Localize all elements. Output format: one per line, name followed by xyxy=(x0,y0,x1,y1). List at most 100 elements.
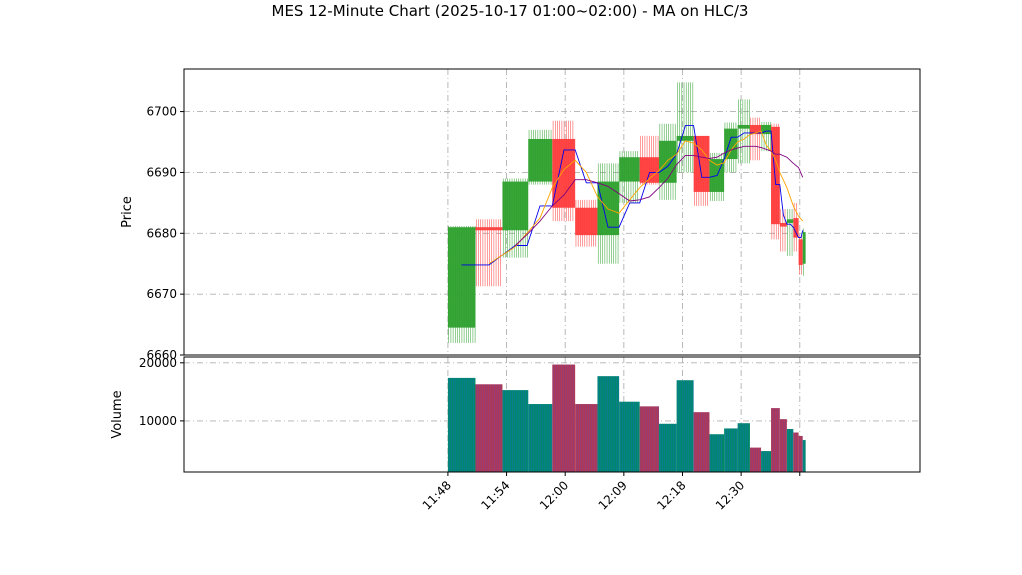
price-tick-label: 6670 xyxy=(146,287,177,301)
volume-bar xyxy=(737,423,750,472)
candle xyxy=(802,228,806,276)
candle-body xyxy=(575,207,598,236)
candle-body xyxy=(475,227,503,231)
candle-body xyxy=(528,138,553,182)
volume-bar xyxy=(619,401,640,472)
candle xyxy=(724,122,738,173)
candle xyxy=(798,234,803,275)
candle xyxy=(597,163,620,264)
x-tick-label: 12:30 xyxy=(713,478,747,512)
volume-bar-fill xyxy=(502,390,529,472)
volume-bar-fill xyxy=(793,432,799,472)
volume-bar xyxy=(709,434,725,472)
volume-bar-fill xyxy=(619,401,640,472)
candle xyxy=(779,208,787,252)
moving-average-layer xyxy=(461,125,804,266)
candle-body xyxy=(693,135,710,192)
candle-body xyxy=(447,227,476,328)
x-tick-label: 12:09 xyxy=(596,478,630,512)
volume-bar xyxy=(575,404,598,472)
candle xyxy=(639,135,660,185)
candles-layer xyxy=(447,82,806,343)
volume-bar xyxy=(502,390,529,472)
candle-body xyxy=(771,126,780,225)
volume-bar xyxy=(639,406,660,472)
volume-bar-fill xyxy=(771,408,780,472)
candle-body xyxy=(786,219,794,223)
candle-body xyxy=(802,232,806,264)
volume-tick-label: 20000 xyxy=(139,356,177,370)
volume-y-ticks: 10000 20000 xyxy=(139,356,184,428)
volume-bar-fill xyxy=(475,384,503,472)
moving-average-line xyxy=(461,125,804,266)
candle-body xyxy=(779,222,787,227)
moving-average-line xyxy=(514,145,804,246)
x-tick-label: 12:00 xyxy=(537,478,571,512)
price-y-ticks: 6660 6670 6680 6690 6700 xyxy=(146,105,184,362)
candle xyxy=(528,129,553,185)
moving-average-line xyxy=(488,130,804,265)
candle xyxy=(693,135,710,206)
candle-body xyxy=(552,138,576,208)
price-panel-frame xyxy=(183,68,921,356)
candle-body xyxy=(793,218,799,238)
volume-bar-fill xyxy=(761,451,772,472)
candle xyxy=(619,151,640,203)
volume-bar xyxy=(597,376,620,472)
candle xyxy=(447,225,476,343)
volume-bar xyxy=(771,408,780,472)
candle-body xyxy=(639,157,660,183)
volume-bar xyxy=(793,432,799,472)
candle xyxy=(659,123,677,200)
price-tick-label: 6690 xyxy=(146,165,177,179)
volume-bar xyxy=(552,364,576,472)
candle-body xyxy=(619,157,640,182)
candle xyxy=(502,178,529,258)
candle xyxy=(575,199,598,247)
candle-body xyxy=(737,124,750,129)
x-tick-label: 11:48 xyxy=(420,478,454,512)
candle xyxy=(761,121,772,152)
volume-bar-fill xyxy=(737,423,750,472)
price-grid xyxy=(184,69,920,356)
volume-bar xyxy=(693,412,710,472)
candle-body xyxy=(798,239,803,265)
candle xyxy=(749,117,762,161)
volume-bar xyxy=(779,419,787,472)
volume-bar xyxy=(786,429,794,472)
candle-body xyxy=(676,135,694,141)
volume-bar-fill xyxy=(659,423,677,472)
volume-bar-fill xyxy=(798,435,803,472)
volume-bar xyxy=(447,377,476,472)
volume-bar xyxy=(475,384,503,472)
candle xyxy=(475,219,503,287)
volume-tick-label: 10000 xyxy=(139,414,177,428)
x-tick-label: 12:18 xyxy=(654,478,688,512)
price-axis-label: Price xyxy=(120,196,135,228)
x-axis-ticks: 11:48 11:54 12:00 12:09 12:18 12:30 xyxy=(420,472,801,513)
price-tick-label: 6660 xyxy=(146,348,177,362)
candle-body xyxy=(761,124,772,135)
candle-body xyxy=(502,181,529,231)
candle xyxy=(552,120,576,222)
volume-bar xyxy=(676,380,694,472)
volume-axis-label: Volume xyxy=(110,390,125,438)
candle-body xyxy=(597,181,620,236)
price-tick-label: 6700 xyxy=(146,105,177,119)
volume-bar xyxy=(659,423,677,472)
volume-bar-fill xyxy=(709,434,725,472)
candle-body xyxy=(659,140,677,183)
volume-bar xyxy=(761,451,772,472)
volume-bar xyxy=(528,404,553,472)
candle xyxy=(786,208,794,256)
volume-layer xyxy=(447,364,806,472)
price-tick-label: 6680 xyxy=(146,226,177,240)
candle-body xyxy=(749,124,762,135)
volume-bar xyxy=(724,428,738,472)
x-tick-label: 11:54 xyxy=(478,478,512,512)
volume-panel-frame xyxy=(183,356,921,473)
volume-bar xyxy=(802,440,806,472)
volume-bar-fill xyxy=(676,380,694,472)
volume-bar-fill xyxy=(802,440,806,472)
